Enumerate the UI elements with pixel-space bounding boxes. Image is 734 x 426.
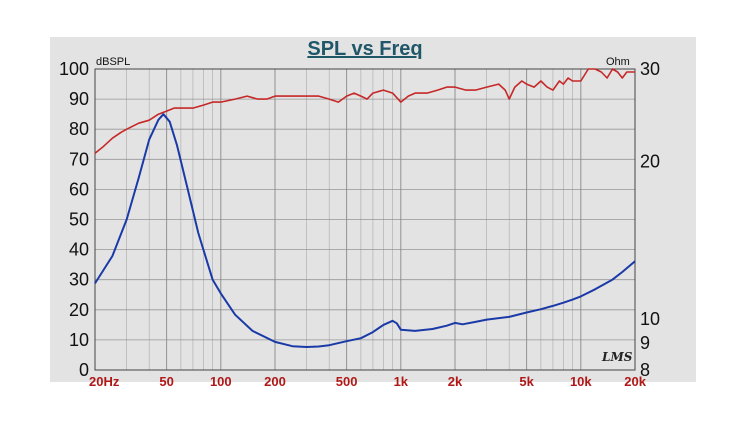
impedance-curve xyxy=(94,113,636,348)
x-tick-label: 5k xyxy=(519,374,534,389)
label-layer: 0 10 20 30 40 50 60 70 80 90 100 8 9 10 20 30 20Hz 50 100 2… xyxy=(59,59,660,389)
left-tick-label: 20 xyxy=(69,300,89,320)
right-axis-unit: Ohm xyxy=(606,56,630,68)
x-tick-label: 2k xyxy=(448,374,463,389)
x-tick-label: 200 xyxy=(264,374,286,389)
x-tick-label: 100 xyxy=(210,374,232,389)
left-tick-label: 40 xyxy=(69,240,89,260)
x-tick-label: 20Hz xyxy=(89,374,120,389)
left-tick-label: 100 xyxy=(59,59,89,79)
left-tick-label: 70 xyxy=(69,149,89,169)
left-tick-label: 30 xyxy=(69,270,89,290)
right-tick-label: 9 xyxy=(640,333,650,353)
right-tick-label: 8 xyxy=(640,360,650,380)
x-tick-label: 1k xyxy=(394,374,409,389)
right-tick-label: 30 xyxy=(640,59,660,79)
right-tick-label: 20 xyxy=(640,151,660,171)
spl-curve xyxy=(94,68,635,154)
x-tick-label: 10k xyxy=(570,374,592,389)
x-tick-label: 20k xyxy=(624,374,646,389)
left-axis-unit: dBSPL xyxy=(96,56,130,68)
left-tick-label: 80 xyxy=(69,119,89,139)
lms-logo: LMS xyxy=(601,350,633,364)
plot-frame xyxy=(94,68,636,371)
left-tick-label: 0 xyxy=(79,360,89,380)
x-tick-label: 50 xyxy=(159,374,173,389)
left-tick-label: 10 xyxy=(69,330,89,350)
right-tick-label: 10 xyxy=(640,309,660,329)
series-layer xyxy=(94,68,636,348)
chart-title: SPL vs Freq xyxy=(307,38,422,60)
left-tick-label: 60 xyxy=(69,179,89,199)
x-tick-label: 500 xyxy=(336,374,358,389)
left-tick-label: 50 xyxy=(69,210,89,230)
left-tick-label: 90 xyxy=(69,89,89,109)
grid-layer xyxy=(94,68,636,371)
